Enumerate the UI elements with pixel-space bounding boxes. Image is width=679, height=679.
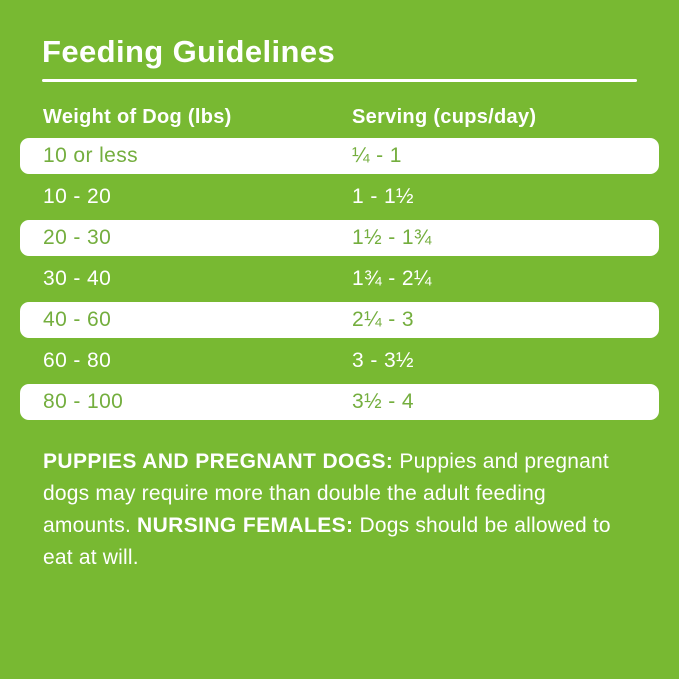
table-row: 40 - 60 2¼ - 3: [20, 301, 659, 338]
table-row: 30 - 40 1¾ - 2¼: [20, 261, 659, 297]
weight-cell: 80 - 100: [43, 389, 124, 413]
feeding-note: PUPPIES AND PREGNANT DOGS: Puppies and p…: [43, 446, 635, 574]
weight-cell: 40 - 60: [43, 307, 112, 331]
serving-cell: ¼ - 1: [352, 143, 402, 167]
table-row: 10 or less ¼ - 1: [20, 137, 659, 174]
serving-cell: 2¼ - 3: [352, 307, 414, 331]
weight-cell: 30 - 40: [43, 266, 112, 290]
column-header-weight: Weight of Dog (lbs): [43, 105, 232, 128]
table-header-row: Weight of Dog (lbs) Serving (cups/day): [43, 105, 637, 129]
serving-cell: 1½ - 1¾: [352, 225, 432, 249]
serving-cell: 3½ - 4: [352, 389, 414, 413]
serving-cell: 1 - 1½: [352, 184, 414, 208]
table-row: 20 - 30 1½ - 1¾: [20, 219, 659, 256]
table-row: 10 - 20 1 - 1½: [20, 179, 659, 215]
column-header-serving: Serving (cups/day): [352, 105, 537, 128]
note-heading-puppies: PUPPIES AND PREGNANT DOGS:: [43, 449, 394, 473]
weight-cell: 10 - 20: [43, 184, 112, 208]
page-title: Feeding Guidelines: [42, 34, 336, 69]
serving-cell: 3 - 3½: [352, 348, 414, 372]
weight-cell: 10 or less: [43, 143, 139, 167]
feeding-table: 10 or less ¼ - 1 10 - 20 1 - 1½ 20 - 30 …: [0, 137, 679, 420]
weight-cell: 20 - 30: [43, 225, 112, 249]
serving-cell: 1¾ - 2¼: [352, 266, 432, 290]
note-heading-nursing: NURSING FEMALES:: [137, 513, 354, 537]
weight-cell: 60 - 80: [43, 348, 112, 372]
note-text-puppies: Puppies and pregnant dogs may require mo…: [43, 449, 609, 537]
table-row: 80 - 100 3½ - 4: [20, 383, 659, 420]
note-text-nursing: Dogs should be allowed to eat at will.: [43, 513, 611, 569]
title-divider: [42, 78, 637, 82]
table-row: 60 - 80 3 - 3½: [20, 343, 659, 379]
